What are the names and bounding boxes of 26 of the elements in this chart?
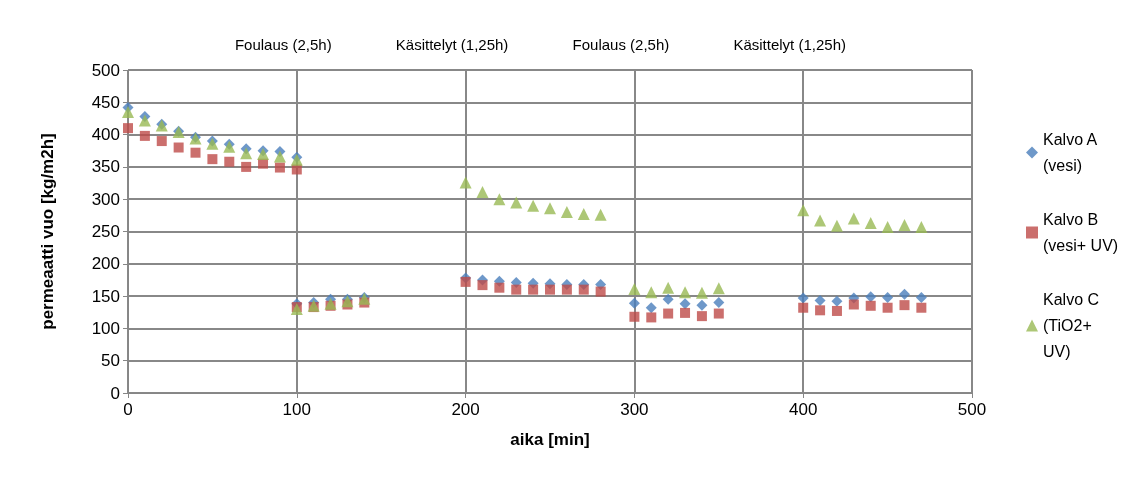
- legend-label: Kalvo B (vesi+ UV): [1043, 211, 1119, 254]
- text: Käsittelyt (1,25h): [395, 35, 509, 53]
- x-tick-label: 400: [789, 400, 818, 419]
- y-tick-label: 0: [110, 383, 120, 403]
- y-tick-label: 450: [91, 92, 120, 112]
- legend-label: Kalvo C (TiO2+ UV): [1043, 291, 1104, 360]
- text: Foulaus (2,5h): [572, 35, 670, 53]
- x-axis-title: aika [min]: [510, 430, 590, 449]
- y-tick-label: 200: [91, 254, 120, 274]
- y-tick-label: 400: [91, 125, 120, 145]
- y-tick-label: 50: [101, 351, 120, 371]
- x-tick-label: 200: [451, 400, 480, 419]
- x-tick-label: 300: [620, 400, 649, 419]
- y-tick-label: 350: [91, 157, 120, 177]
- y-tick-label: 300: [91, 189, 120, 209]
- y-tick-label: 150: [91, 286, 120, 306]
- y-tick-label: 500: [91, 60, 120, 80]
- x-tick-label: 0: [123, 400, 133, 419]
- y-axis-title: permeaatti vuo [kg/m2h]: [38, 133, 57, 330]
- y-tick-label: 100: [91, 318, 120, 338]
- x-tick-label: 100: [282, 400, 311, 419]
- legend-label: Kalvo A (vesi): [1043, 131, 1101, 174]
- y-tick-label: 250: [91, 222, 120, 241]
- x-tick-label: 500: [957, 400, 987, 419]
- text: Käsittelyt (1,25h): [733, 35, 846, 53]
- text: Foulaus (2,5h): [234, 35, 332, 53]
